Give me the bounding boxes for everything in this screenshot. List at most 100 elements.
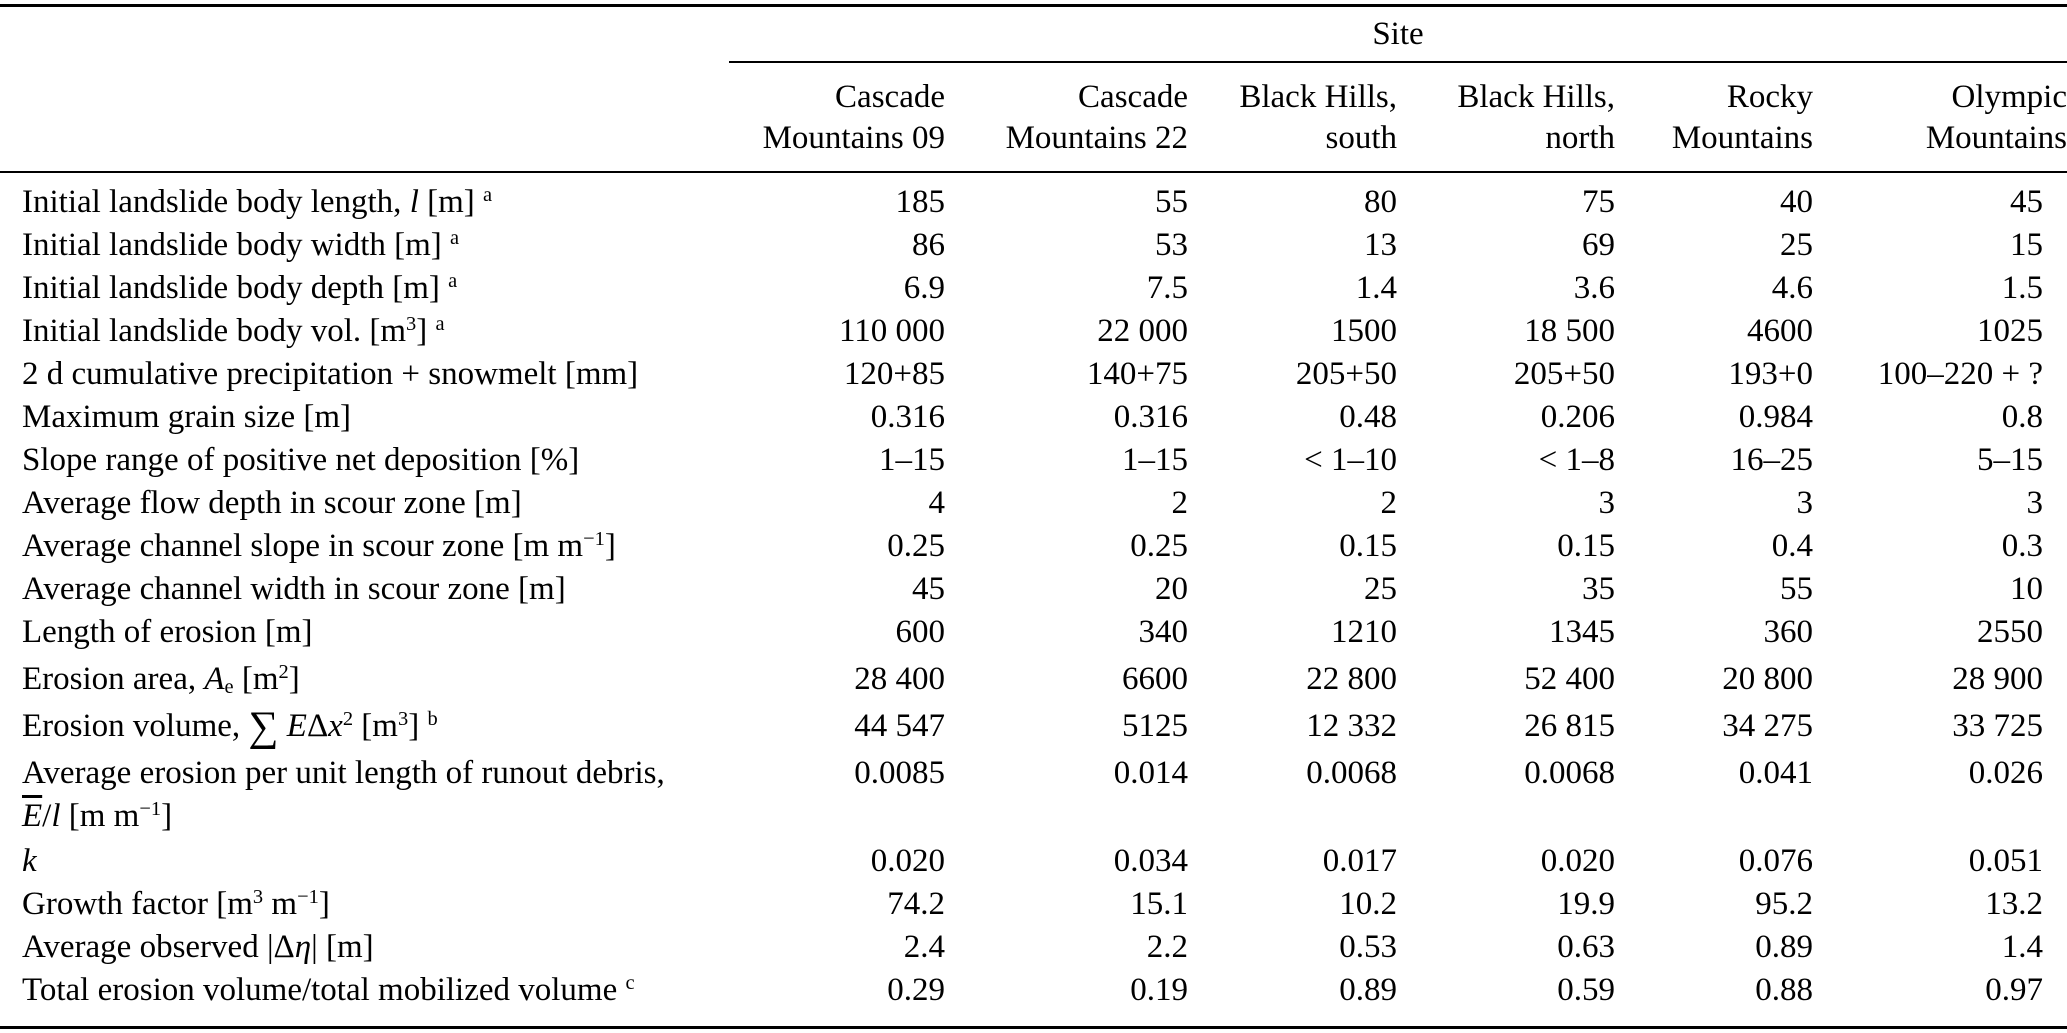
value-cell: 0.984 (1738, 399, 1813, 435)
value-cell: 12 332 (1306, 708, 1397, 744)
column-header: Rocky Mountains (1671, 79, 1813, 156)
value-cell: 120+85 (843, 356, 945, 392)
row-label: k (22, 843, 37, 879)
row-label: Initial landslide body width [m] a (22, 226, 460, 263)
value-cell: < 1–10 (1304, 442, 1397, 478)
value-cell: 1210 (1331, 614, 1397, 650)
value-cell: 600 (895, 614, 946, 650)
value-cell: 0.89 (1339, 972, 1397, 1008)
value-cell: 193+0 (1728, 356, 1813, 392)
value-cell: 1345 (1549, 614, 1615, 650)
value-cell: 0.0068 (1306, 755, 1397, 791)
value-cell: 0.206 (1540, 399, 1615, 435)
site-group-header: Site (1372, 16, 1424, 52)
value-cell: 6600 (1122, 661, 1188, 697)
value-cell: 35 (1582, 571, 1615, 607)
column-header: Cascade Mountains 22 (1005, 79, 1188, 156)
row-label: Erosion area, Ae [m2] (22, 660, 300, 698)
row-label: Initial landslide body depth [m] a (22, 269, 458, 306)
value-cell: 19.9 (1557, 886, 1615, 922)
value-cell: 28 400 (854, 661, 945, 697)
value-cell: 0.88 (1755, 972, 1813, 1008)
row-label: Average channel width in scour zone [m] (22, 571, 566, 607)
value-cell: 20 800 (1722, 661, 1813, 697)
value-cell: 360 (1763, 614, 1814, 650)
row-label: Maximum grain size [m] (22, 399, 352, 435)
value-cell: 53 (1155, 227, 1188, 263)
value-cell: 1025 (1977, 313, 2043, 349)
value-cell: 75 (1582, 184, 1615, 220)
value-cell: 0.034 (1113, 843, 1188, 879)
value-cell: 1.4 (2001, 929, 2043, 965)
value-cell: 10.2 (1339, 886, 1397, 922)
value-cell: 1–15 (879, 442, 945, 478)
value-cell: 0.051 (1968, 843, 2043, 879)
value-cell: 5125 (1122, 708, 1188, 744)
value-cell: 0.25 (1130, 528, 1188, 564)
value-cell: 69 (1582, 227, 1615, 263)
value-cell: 1500 (1331, 313, 1397, 349)
row-label: Average channel slope in scour zone [m m… (22, 527, 616, 564)
value-cell: 0.020 (870, 843, 945, 879)
value-cell: 140+75 (1086, 356, 1188, 392)
value-cell: 5–15 (1977, 442, 2043, 478)
row-label: Initial landslide body vol. [m3] a (22, 312, 445, 349)
value-cell: 340 (1138, 614, 1189, 650)
value-cell: 34 275 (1722, 708, 1813, 744)
value-cell: 74.2 (887, 886, 945, 922)
row-label: Erosion volume, ∑ EΔx2 [m3] b (22, 703, 438, 751)
value-cell: 0.0068 (1524, 755, 1615, 791)
value-cell: 13.2 (1985, 886, 2043, 922)
value-cell: 2 (1380, 485, 1398, 521)
row-label: Total erosion volume/total mobilized vol… (22, 971, 635, 1008)
value-cell: 18 500 (1524, 313, 1615, 349)
value-cell: 25 (1364, 571, 1397, 607)
value-cell: 86 (912, 227, 945, 263)
site-group-rule (729, 61, 2067, 63)
row-label: Average erosion per unit length of runou… (22, 755, 665, 834)
value-cell: 3 (1796, 485, 1814, 521)
value-cell: 4.6 (1771, 270, 1813, 306)
value-cell: 10 (2010, 571, 2043, 607)
value-cell: 0.014 (1113, 755, 1188, 791)
value-cell: 45 (912, 571, 945, 607)
column-header: Black Hills, north (1457, 79, 1615, 156)
value-cell: 45 (2010, 184, 2043, 220)
value-cell: 6.9 (903, 270, 945, 306)
value-cell: 2 (1171, 485, 1189, 521)
value-cell: 16–25 (1730, 442, 1814, 478)
value-cell: 100–220 + ? (1877, 356, 2043, 392)
header-rule (0, 171, 2067, 173)
value-cell: 0.017 (1322, 843, 1397, 879)
value-cell: 26 815 (1524, 708, 1615, 744)
value-cell: 1.5 (2001, 270, 2043, 306)
value-cell: 44 547 (854, 708, 945, 744)
value-cell: 95.2 (1755, 886, 1813, 922)
value-cell: 52 400 (1524, 661, 1615, 697)
value-cell: 0.89 (1755, 929, 1813, 965)
value-cell: 13 (1364, 227, 1397, 263)
value-cell: 0.076 (1738, 843, 1813, 879)
row-label: Growth factor [m3 m−1] (22, 885, 330, 922)
value-cell: 185 (895, 184, 946, 220)
value-cell: 0.316 (1113, 399, 1188, 435)
value-cell: 0.48 (1339, 399, 1397, 435)
value-cell: 0.3 (2001, 528, 2043, 564)
value-cell: 33 725 (1952, 708, 2043, 744)
value-cell: 205+50 (1295, 356, 1397, 392)
value-cell: 0.026 (1968, 755, 2043, 791)
row-label: 2 d cumulative precipitation + snowmelt … (22, 356, 639, 392)
value-cell: 2.4 (903, 929, 945, 965)
value-cell: 3.6 (1573, 270, 1615, 306)
value-cell: 0.25 (887, 528, 945, 564)
value-cell: 0.0085 (854, 755, 945, 791)
value-cell: 22 800 (1306, 661, 1397, 697)
value-cell: 1.4 (1355, 270, 1397, 306)
value-cell: 0.020 (1540, 843, 1615, 879)
value-cell: 205+50 (1513, 356, 1615, 392)
bottom-rule (0, 1026, 2067, 1029)
value-cell: 0.97 (1985, 972, 2043, 1008)
value-cell: 25 (1780, 227, 1813, 263)
value-cell: 0.316 (870, 399, 945, 435)
